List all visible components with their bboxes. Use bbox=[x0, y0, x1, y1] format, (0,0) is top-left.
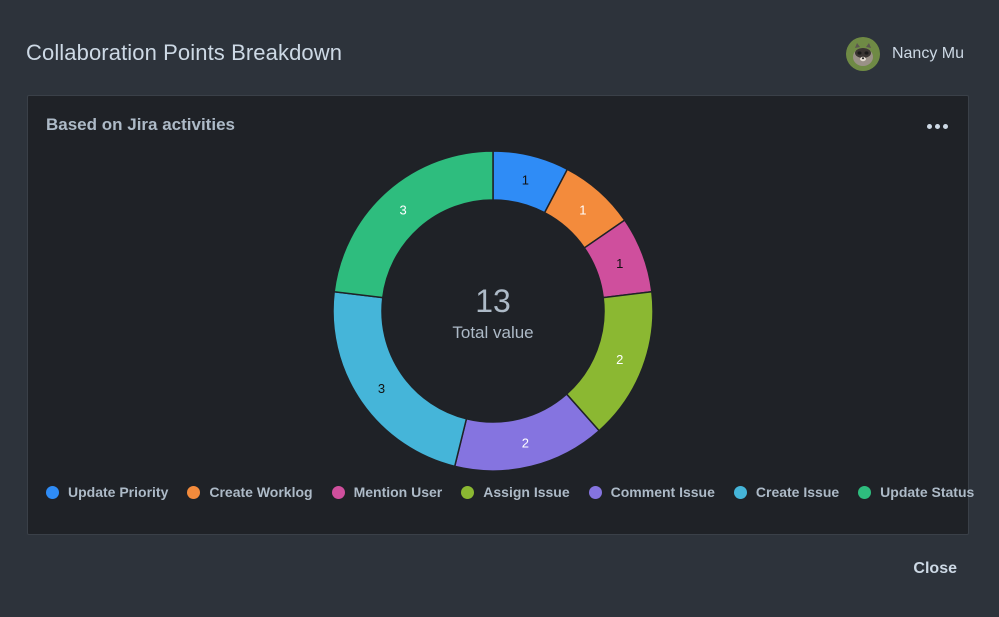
legend-label: Create Issue bbox=[755, 484, 840, 500]
legend-dot-icon bbox=[588, 485, 602, 499]
legend-dot-icon bbox=[858, 485, 872, 499]
dot bbox=[942, 123, 948, 129]
chart-legend: Update Priority Create Worklog Mention Use… bbox=[46, 483, 993, 501]
user-avatar[interactable] bbox=[845, 37, 880, 71]
donut-slice-update-status[interactable] bbox=[333, 150, 494, 299]
legend-item[interactable]: Comment Issue bbox=[588, 484, 715, 500]
legend-dot-icon bbox=[331, 485, 345, 499]
user-info[interactable]: Nancy Mu bbox=[845, 36, 964, 72]
slice-value-label: 1 bbox=[616, 256, 623, 271]
dot bbox=[934, 123, 940, 129]
legend-label: Update Priority bbox=[68, 484, 169, 500]
slice-value-label: 2 bbox=[616, 352, 623, 367]
legend-label: Comment Issue bbox=[610, 484, 715, 500]
donut-slice-create-issue[interactable] bbox=[332, 290, 468, 468]
legend-label: Mention User bbox=[353, 484, 443, 500]
center-total-label: Total value bbox=[452, 323, 533, 342]
raccoon-avatar-icon bbox=[845, 37, 880, 71]
donut-slices bbox=[332, 150, 654, 472]
legend-label: Create Worklog bbox=[209, 484, 313, 500]
donut-slice-labels: 1 1 1 2 2 3 3 bbox=[378, 172, 623, 450]
user-name[interactable]: Nancy Mu bbox=[891, 45, 964, 62]
legend-item[interactable]: Update Priority bbox=[46, 484, 168, 500]
legend-dot-icon bbox=[46, 485, 59, 499]
modal-title: Collaboration Points Breakdown bbox=[26, 40, 343, 65]
slice-value-label: 1 bbox=[522, 172, 529, 187]
legend-item[interactable]: Update Status bbox=[858, 484, 974, 500]
slice-value-label: 1 bbox=[579, 203, 586, 218]
card-title: Based on Jira activities bbox=[46, 115, 235, 134]
legend-label: Update Status bbox=[880, 484, 975, 500]
center-total-value: 13 bbox=[475, 283, 511, 319]
legend-item[interactable]: Mention User bbox=[331, 484, 443, 500]
legend-item[interactable]: Assign Issue bbox=[461, 484, 570, 500]
close-button[interactable]: Close bbox=[913, 560, 957, 577]
modal-header: Collaboration Points Breakdown Nancy Mu bbox=[26, 36, 964, 72]
legend-item[interactable]: Create Worklog bbox=[187, 484, 313, 500]
slice-value-label: 3 bbox=[400, 203, 407, 218]
chart-card: Based on Jira activities 1 1 1 2 2 3 3 13 Tota… bbox=[27, 95, 974, 535]
dot bbox=[926, 123, 932, 129]
donut-chart: 1 1 1 2 2 3 3 13 Total value bbox=[332, 150, 654, 472]
slice-value-label: 3 bbox=[378, 381, 385, 396]
legend-item[interactable]: Create Issue bbox=[733, 484, 840, 500]
legend-dot-icon bbox=[187, 485, 201, 499]
legend-label: Assign Issue bbox=[483, 484, 570, 500]
slice-value-label: 2 bbox=[522, 436, 529, 451]
legend-dot-icon bbox=[461, 485, 475, 499]
legend-dot-icon bbox=[733, 485, 747, 499]
donut-slice-comment-issue[interactable] bbox=[453, 393, 601, 472]
more-options-icon[interactable] bbox=[924, 116, 950, 136]
